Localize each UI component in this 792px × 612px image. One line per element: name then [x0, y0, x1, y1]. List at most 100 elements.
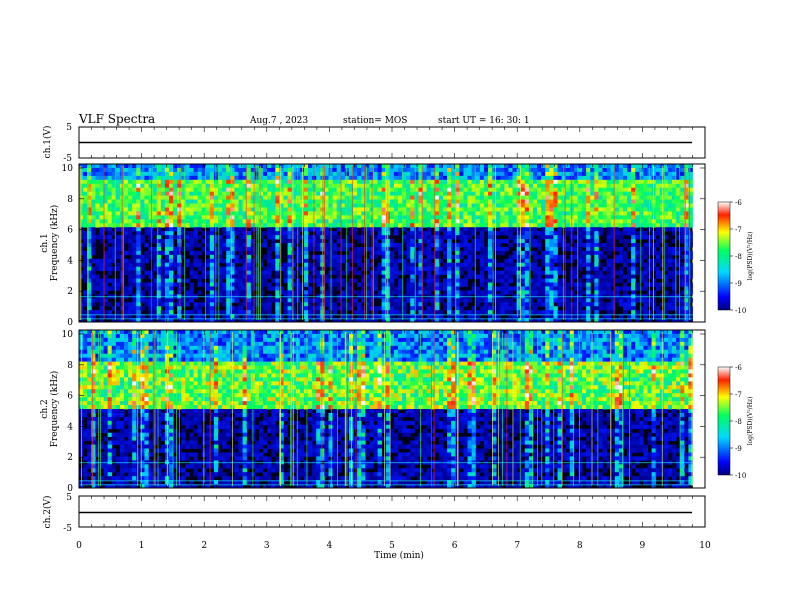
spectrogram-cell [471, 258, 477, 264]
spectrogram-cell [590, 211, 595, 216]
spectrogram-cell [487, 266, 493, 272]
spectrogram-cell [463, 227, 468, 232]
spectrogram-cell [430, 306, 436, 311]
spectrogram-cell [553, 191, 558, 196]
spectrogram-cell [406, 203, 411, 208]
spectrogram-cell [639, 211, 644, 216]
spectrogram-cell [508, 207, 513, 212]
spectrogram-cell [271, 164, 276, 169]
spectrogram-cell [185, 235, 190, 240]
spectrogram-cell [222, 171, 227, 177]
spectrogram-cell [173, 254, 178, 260]
spectrogram-cell [455, 286, 460, 291]
spectrogram-cell [164, 215, 170, 220]
spectrogram-cell [197, 227, 203, 232]
spectrogram-cell [357, 314, 362, 319]
spectrogram-cell [467, 183, 473, 189]
spectrogram-cell [164, 239, 170, 244]
spectrogram-cell [332, 164, 338, 169]
spectrogram-cell [140, 274, 145, 279]
spectrogram-cell [537, 167, 542, 173]
spectrogram-cell [496, 207, 501, 212]
spectrogram-cell [565, 203, 571, 208]
spectrogram-cell [111, 282, 117, 287]
spectrogram-cell [659, 258, 665, 264]
spectrogram-cell [87, 243, 92, 248]
spectrogram-cell [238, 243, 243, 248]
spectrogram-cell [643, 243, 648, 248]
spectrogram-cell [123, 171, 129, 177]
spectrogram-cell [164, 199, 170, 204]
spectrogram-cell [438, 219, 444, 224]
spectrogram-cell [635, 246, 640, 252]
spectrogram-cell [410, 262, 415, 268]
spectrogram-cell [226, 310, 231, 315]
spectrogram-cell [430, 175, 436, 181]
spectrogram-cell [606, 318, 612, 323]
spectrogram-cell [594, 318, 599, 323]
spectrogram-cell [152, 179, 158, 185]
spectrogram-cell [132, 243, 137, 248]
spectrogram-cell [594, 164, 599, 169]
spectrogram-cell [226, 167, 231, 173]
spectrogram-cell [168, 298, 174, 303]
spectrogram-cell [316, 274, 321, 279]
spectrogram-cell [103, 179, 109, 185]
spectrogram-cell [136, 250, 141, 256]
spectrogram-cell [156, 239, 162, 244]
spectrogram-cell [663, 179, 669, 185]
spectrogram-cell [205, 171, 211, 177]
spectrogram-cell [230, 298, 235, 303]
spectrogram-cell [152, 231, 158, 236]
spectrogram-cell [483, 302, 489, 307]
spectrogram-cell [500, 278, 505, 283]
spectrogram-cell [483, 171, 489, 177]
spectrogram-cell [340, 243, 346, 248]
spectrogram-cell [132, 302, 137, 307]
spectrogram-cell [189, 262, 194, 268]
spectrogram-cell [258, 274, 264, 279]
spectrogram-cell [185, 175, 190, 181]
spectrogram-cell [549, 187, 554, 193]
spectrogram-cell [553, 254, 558, 260]
spectrogram-cell [353, 254, 358, 260]
spectrogram-cell [438, 246, 444, 252]
spectrogram-cell [532, 243, 538, 248]
spectrogram-cell [246, 310, 252, 315]
spectrogram-cell [115, 191, 121, 196]
spectrogram-cell [459, 278, 464, 283]
spectrogram-cell [455, 219, 460, 224]
spectrogram-cell [87, 246, 92, 252]
spectrogram-cell [618, 175, 624, 181]
spectrogram-cell [655, 239, 661, 244]
spectrogram-cell [463, 290, 468, 295]
spectrogram-cell [189, 274, 194, 279]
spectrogram-cell [308, 195, 313, 200]
spectrogram-cell [447, 239, 452, 244]
spectrogram-cell [528, 231, 534, 236]
spectrogram-cell [447, 167, 452, 173]
spectrogram-cell [95, 187, 100, 193]
spectrogram-cell [516, 223, 522, 228]
spectrogram-cell [586, 258, 591, 264]
spectrogram-cell [627, 227, 632, 232]
spectrogram-cell [414, 318, 419, 323]
spectrogram-cell [483, 195, 489, 200]
spectrogram-cell [246, 231, 252, 236]
spectrogram-cell [602, 306, 607, 311]
spectrogram-cell [635, 215, 640, 220]
spectrogram-cell [83, 164, 88, 169]
spectrogram-cell [426, 298, 432, 303]
spectrogram-cell [545, 286, 550, 291]
spectrogram-cell [557, 167, 563, 173]
spectrogram-cell [643, 235, 648, 240]
spectrogram-cell [524, 227, 530, 232]
spectrogram-cell [631, 215, 636, 220]
spectrogram-cell [218, 191, 223, 196]
spectrogram-cell [614, 211, 620, 216]
spectrogram-cell [103, 278, 109, 283]
spectrogram-cell [365, 266, 370, 272]
spectrogram-cell [447, 207, 452, 212]
spectrogram-cell [353, 191, 358, 196]
spectrogram-cell [561, 199, 567, 204]
